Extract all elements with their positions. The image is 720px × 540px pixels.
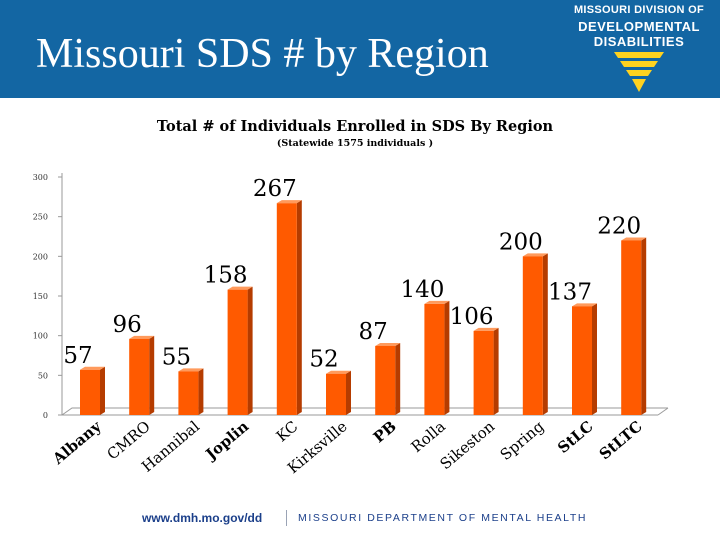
chart-title: Total # of Individuals Enrolled in SDS B… — [156, 118, 554, 135]
division-logo: MISSOURI DIVISION OF DEVELOPMENTAL DISAB… — [560, 4, 718, 96]
bar-front — [129, 338, 150, 415]
logo-line-2: DEVELOPMENTAL — [578, 19, 700, 34]
bar-top — [621, 237, 647, 241]
bar-kc — [276, 200, 302, 415]
bar-albany — [80, 366, 105, 415]
logo-line-3: DISABILITIES — [593, 34, 685, 49]
bar-rolla — [424, 300, 450, 415]
bar-spring — [522, 253, 548, 415]
y-tick-label: 300 — [33, 173, 48, 182]
data-label: 200 — [499, 229, 543, 255]
x-tick-label: Joplin — [201, 417, 252, 464]
data-label: 158 — [204, 263, 248, 289]
bars-layer — [80, 200, 647, 415]
bar-side — [641, 237, 647, 415]
data-label: 87 — [359, 319, 388, 345]
bar-front — [621, 240, 642, 415]
bar-stlc — [572, 303, 597, 415]
axis-layer: 0 50 100 150 200 250 300 — [33, 173, 669, 420]
footer-url[interactable]: www.dmh.mo.gov/dd — [142, 511, 263, 525]
bar-side — [247, 286, 253, 415]
chart-subtitle: (Statewide 1575 individuals ) — [276, 138, 434, 149]
bar-top — [572, 303, 597, 307]
bar-front — [80, 369, 100, 415]
bar-side — [100, 366, 105, 415]
bar-stltc — [621, 237, 647, 415]
x-tick-label: Rolla — [408, 417, 449, 456]
floor-back-edge — [61, 407, 668, 416]
bar-top — [473, 327, 499, 331]
logo-line-1: MISSOURI DIVISION OF — [573, 4, 705, 16]
x-tick-label: KC — [273, 417, 302, 445]
data-label: 96 — [113, 312, 142, 338]
bar-top — [129, 335, 155, 339]
footer-department: MISSOURI DEPARTMENT OF MENTAL HEALTH — [298, 512, 588, 524]
bar-side — [198, 368, 204, 415]
data-label: 52 — [309, 347, 338, 373]
chevron-logo-icon — [614, 52, 664, 92]
bar-top — [227, 286, 253, 290]
y-tick-label: 200 — [33, 252, 48, 261]
data-label: 137 — [548, 279, 592, 305]
bar-top — [178, 368, 204, 372]
bar-side — [296, 200, 302, 415]
bar-top — [80, 366, 105, 370]
y-tick-label: 150 — [33, 292, 48, 301]
bar-top — [276, 200, 302, 204]
y-tick-label: 0 — [43, 411, 48, 420]
page-title: Missouri SDS # by Region — [36, 31, 489, 77]
bar-top — [424, 300, 450, 304]
y-tick-label: 50 — [38, 371, 48, 380]
bar-side — [542, 253, 548, 415]
header-banner: Missouri SDS # by Region MISSOURI DIVISI… — [0, 0, 720, 98]
data-label: 140 — [400, 277, 444, 303]
bar-front — [424, 303, 445, 415]
bar-cmro — [129, 335, 155, 415]
bar-side — [493, 327, 499, 415]
bar-front — [276, 203, 297, 415]
bar-front — [375, 345, 396, 415]
bar-front — [326, 373, 346, 415]
data-label: 106 — [450, 304, 494, 330]
bar-front — [572, 306, 592, 415]
bar-side — [149, 335, 155, 415]
x-tick-label: StLTC — [596, 417, 646, 463]
bar-pb — [375, 342, 401, 415]
footer-divider — [286, 510, 287, 526]
x-tick-label: Sikeston — [436, 417, 498, 473]
bar-kirksville — [326, 370, 351, 415]
floor-right-edge — [657, 407, 669, 416]
data-label: 267 — [253, 176, 297, 202]
bar-side — [592, 303, 597, 415]
bar-side — [444, 300, 450, 415]
bar-hannibal — [178, 368, 204, 415]
data-label: 55 — [162, 344, 191, 370]
x-tick-label: Albany — [48, 416, 105, 468]
bar-top — [522, 253, 548, 257]
bar-top — [375, 342, 401, 346]
bar-sikeston — [473, 327, 499, 415]
x-tick-label: Spring — [497, 417, 548, 464]
bar-joplin — [227, 286, 253, 415]
bar-front — [522, 256, 543, 415]
y-tick-label: 100 — [33, 332, 48, 341]
x-tick-label: StLC — [554, 417, 596, 457]
data-label: 220 — [597, 213, 641, 239]
bar-side — [395, 342, 401, 415]
data-label: 57 — [63, 343, 92, 369]
x-tick-label: PB — [370, 417, 400, 446]
bar-front — [227, 289, 248, 415]
labels-layer: 57Albany96CMRO55Hannibal158Joplin267KC52… — [48, 176, 645, 477]
bar-top — [326, 370, 351, 374]
bar-side — [346, 370, 351, 415]
bar-front — [178, 371, 199, 415]
y-tick-label: 250 — [33, 213, 48, 222]
bar-front — [473, 330, 494, 415]
